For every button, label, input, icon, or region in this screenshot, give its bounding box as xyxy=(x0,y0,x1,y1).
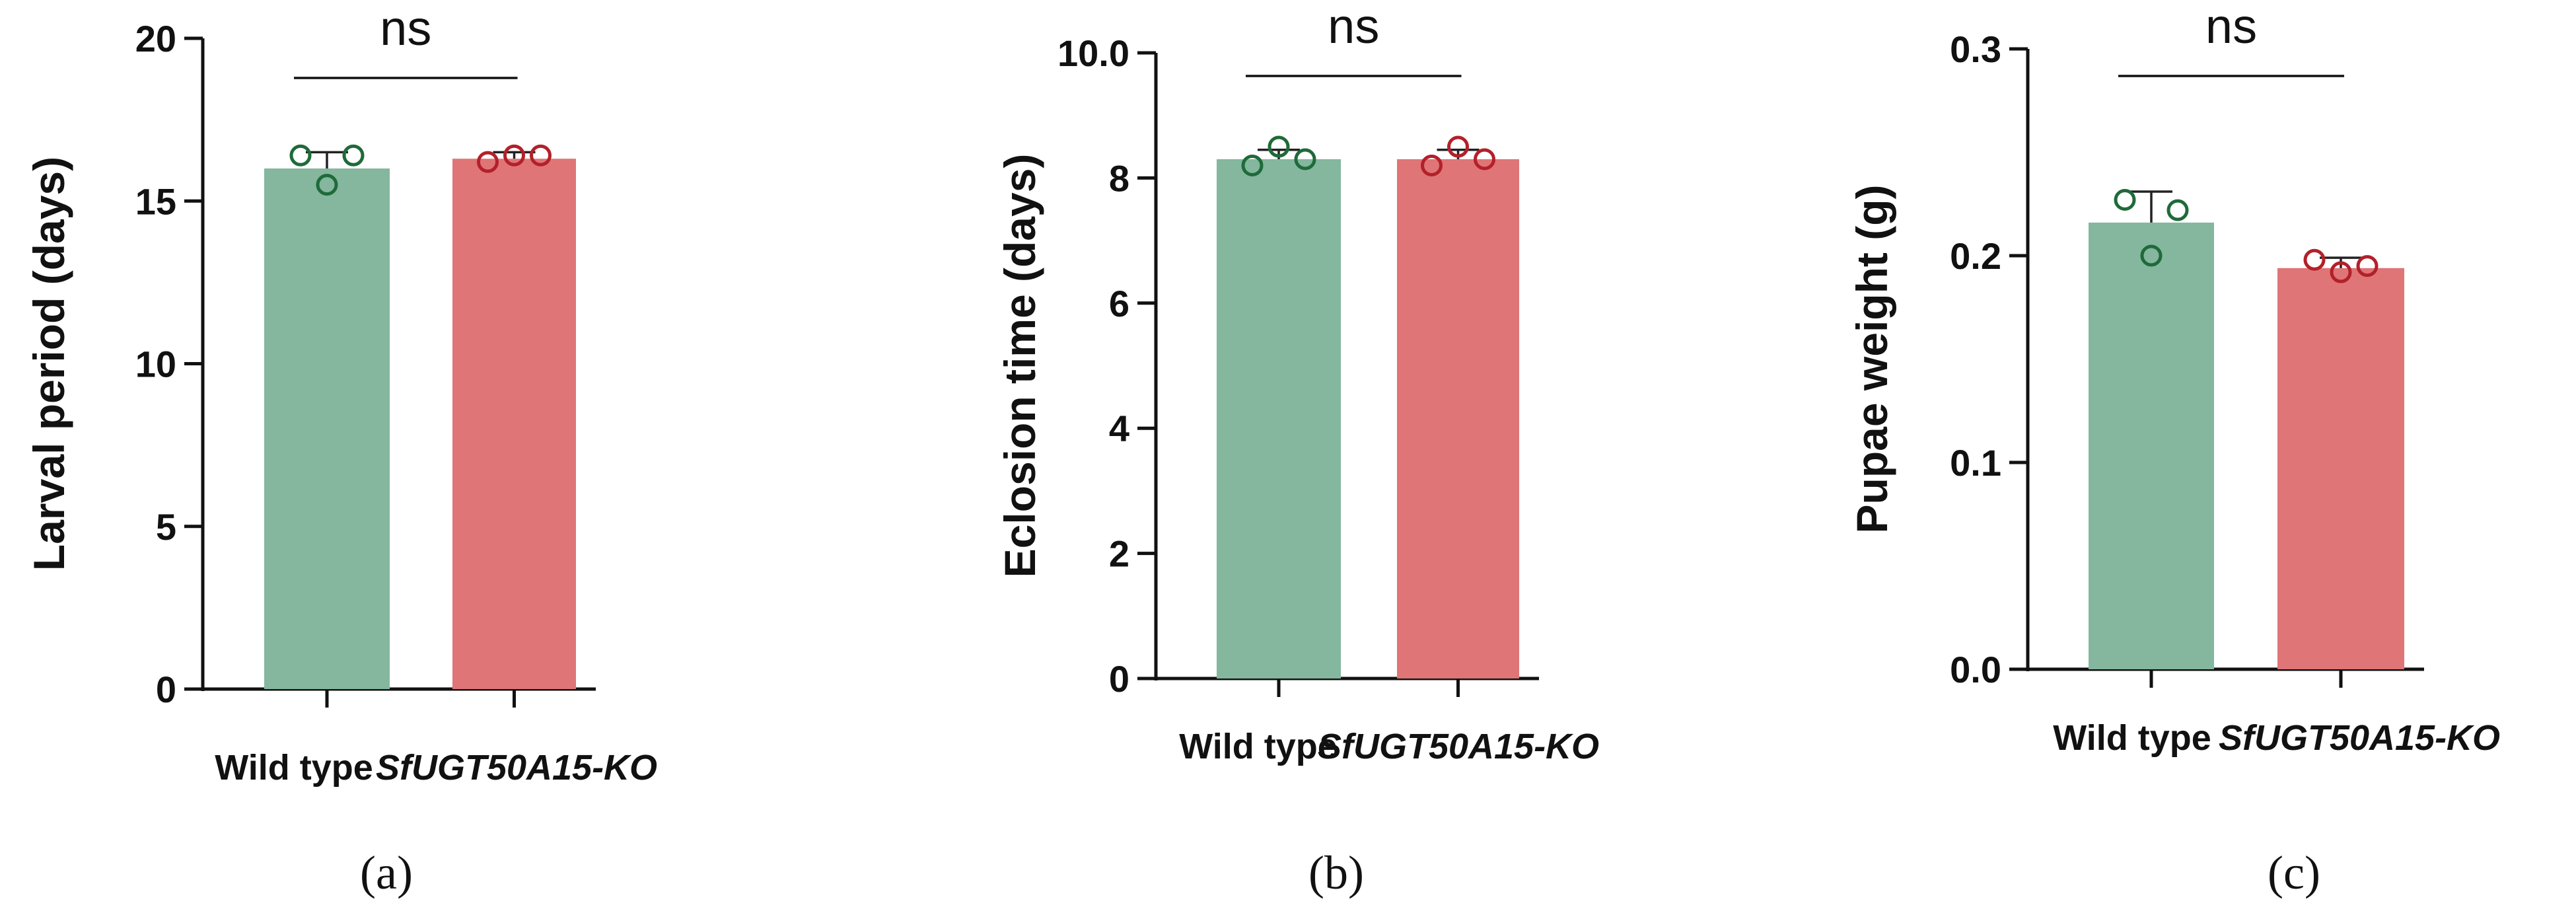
bar xyxy=(1217,159,1341,679)
y-tick-label: 4 xyxy=(1109,408,1129,449)
data-point xyxy=(2114,188,2136,211)
y-tick-label: 10 xyxy=(135,344,176,385)
significance-label: ns xyxy=(1328,0,1379,54)
significance-label: ns xyxy=(380,1,431,55)
data-point xyxy=(1268,135,1290,158)
data-point xyxy=(2303,248,2326,271)
data-point xyxy=(503,144,525,166)
bar xyxy=(1397,159,1519,679)
y-axis-title: Larval period (days) xyxy=(24,157,73,571)
bar xyxy=(2089,222,2214,669)
y-tick-label: 0.3 xyxy=(1950,28,2001,70)
panel-c: Pupae weight (g) (c) ns 0.0 0.1 0.2 0.3 Wild… xyxy=(1847,0,2500,899)
y-tick-label: 0 xyxy=(1109,658,1129,700)
data-point xyxy=(2330,261,2352,283)
data-point xyxy=(342,144,365,166)
y-tick-label: 5 xyxy=(156,506,176,548)
y-axis-title: Eclosion time (days) xyxy=(995,154,1044,578)
y-tick-label: 0 xyxy=(156,669,176,710)
bar xyxy=(452,159,576,690)
panel-label: (a) xyxy=(360,846,413,899)
panel-label: (b) xyxy=(1308,846,1364,899)
data-point xyxy=(1294,148,1316,170)
panel-b: Eclosion time (days) (b) ns 0 2 4 6 8 10.0 Wil… xyxy=(995,0,1599,899)
data-point xyxy=(2356,255,2379,277)
x-category-label: Wild type xyxy=(1179,727,1338,766)
y-tick-label: 6 xyxy=(1109,283,1129,324)
data-point xyxy=(1241,154,1264,176)
y-tick-label: 0.0 xyxy=(1950,649,2001,690)
y-tick-label: 15 xyxy=(135,180,176,222)
significance-label: ns xyxy=(2205,0,2257,54)
y-tick-label: 0.2 xyxy=(1950,235,2001,277)
x-category-label: Wild type xyxy=(215,748,373,788)
x-category-label: Wild type xyxy=(2053,718,2211,758)
data-point xyxy=(1474,148,1495,170)
x-category-label: SfUGT50A15-KO xyxy=(1318,727,1599,766)
y-tick-label: 10.0 xyxy=(1057,32,1129,74)
bar xyxy=(2277,268,2404,669)
y-tick-label: 0.1 xyxy=(1950,442,2001,484)
panel-a: Larval period (days) (a) ns 0 5 10 15 20 Wild… xyxy=(24,1,657,899)
panel-label: (c) xyxy=(2268,846,2320,899)
data-point xyxy=(289,144,312,166)
data-point xyxy=(1421,154,1443,176)
data-point xyxy=(316,174,338,196)
data-point xyxy=(2140,244,2163,267)
y-tick-label: 20 xyxy=(135,18,176,59)
y-tick-label: 2 xyxy=(1109,533,1129,575)
x-category-label: SfUGT50A15-KO xyxy=(376,748,657,788)
y-tick-label: 8 xyxy=(1109,157,1129,199)
data-point xyxy=(1447,135,1469,158)
bar xyxy=(264,168,390,689)
data-point xyxy=(2166,199,2189,221)
data-point xyxy=(530,144,552,166)
x-category-label: SfUGT50A15-KO xyxy=(2219,718,2500,758)
data-point xyxy=(477,151,499,173)
y-axis-title: Pupae weight (g) xyxy=(1847,185,1896,534)
